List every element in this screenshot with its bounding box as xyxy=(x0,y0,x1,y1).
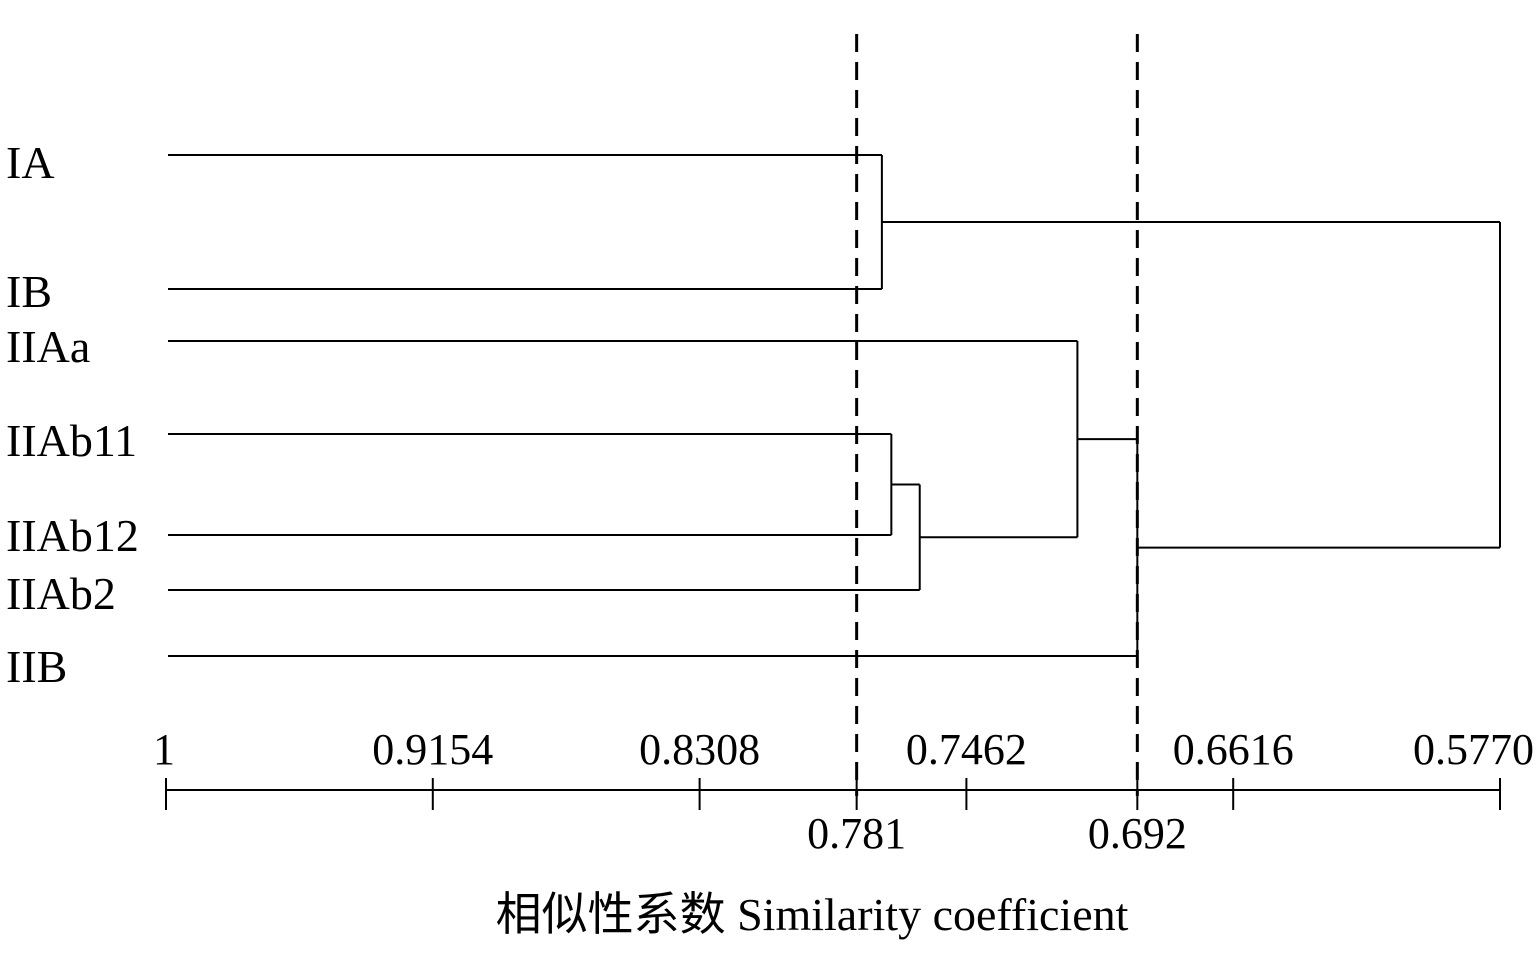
dendrogram-branches xyxy=(168,154,1501,657)
threshold-lines: 0.781 0.692 xyxy=(807,34,1187,858)
leaf-label: IB xyxy=(6,266,52,317)
axis-tick-label: 0.5770 xyxy=(1413,725,1534,774)
leaf-label: IIAa xyxy=(6,321,90,372)
axis-title: 相似性系数 Similarity coefficient xyxy=(496,889,1129,940)
threshold-label: 0.692 xyxy=(1088,809,1187,858)
axis-tick-label: 0.9154 xyxy=(372,725,493,774)
leaf-label: IIAb11 xyxy=(6,415,137,466)
axis-tick-label: 0.8308 xyxy=(639,725,760,774)
threshold-label: 0.781 xyxy=(807,809,906,858)
axis-tick-label: 0.7462 xyxy=(906,725,1027,774)
axis-tick-label: 1 xyxy=(153,725,175,774)
leaf-label: IA xyxy=(6,137,55,188)
axis-tick-label: 0.6616 xyxy=(1173,725,1294,774)
leaf-label: IIAb2 xyxy=(6,568,116,619)
leaf-label: IIAb12 xyxy=(6,510,139,561)
leaf-label: IIB xyxy=(6,641,67,692)
similarity-axis: 1 0.9154 0.8308 0.7462 0.6616 0.5770 xyxy=(153,725,1534,810)
